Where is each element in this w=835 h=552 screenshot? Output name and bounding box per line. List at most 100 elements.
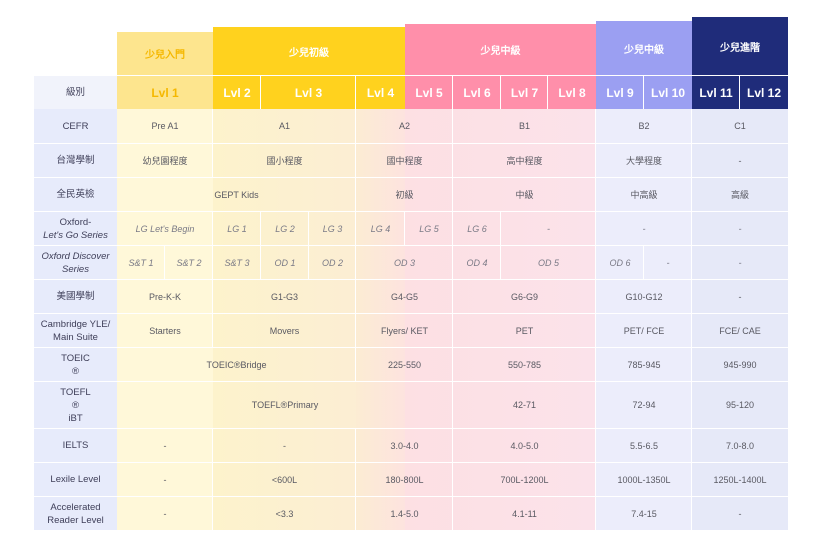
- ar-label-line1: Accelerated: [50, 501, 101, 513]
- taiwan-cell: 國中程度: [386, 156, 423, 166]
- cefr-cell: B2: [638, 121, 650, 131]
- toeic-label-line2: ®: [72, 365, 79, 377]
- row-label-toeic: TOEIC ®: [34, 348, 117, 381]
- cambridge-cell: Starters: [149, 325, 181, 336]
- cambridge-label-line2: Main Suite: [53, 331, 98, 343]
- row-label-taiwan: 台灣學制: [34, 144, 117, 177]
- ar-cell: -: [163, 508, 167, 519]
- cefr-cell: A2: [398, 121, 410, 131]
- level-4: Lvl 4: [356, 76, 405, 109]
- us-cell: -: [738, 291, 742, 302]
- letsgo-cell: LG 2: [275, 223, 295, 234]
- toefl-cell: 95-120: [725, 400, 755, 410]
- letsgo-cell: LG 5: [419, 223, 439, 234]
- level-3: Lvl 3: [261, 76, 356, 109]
- ielts-cell: 4.0-5.0: [510, 440, 539, 451]
- level-1: Lvl 1: [117, 76, 213, 109]
- cambridge-cell: PET: [515, 325, 534, 336]
- cefr-cell: A1: [278, 121, 290, 131]
- us-cell: Pre-K-K: [148, 291, 181, 302]
- toeic-cell: 225-550: [387, 359, 422, 370]
- ar-cell: 7.4-15: [631, 508, 657, 519]
- letsgo-cell: -: [738, 223, 742, 234]
- toeic-label-line1: TOEIC: [61, 352, 90, 364]
- lexile-cell: -: [163, 474, 167, 485]
- taiwan-cell: 幼兒園程度: [142, 156, 188, 166]
- cefr-cell: B1: [518, 121, 530, 131]
- letsgo-cell: LG 3: [322, 223, 343, 234]
- band-kids-elementary: 少兒初級: [213, 27, 405, 75]
- toeic-cell: 550-785: [507, 359, 542, 370]
- us-cell: G4-G5: [390, 291, 418, 302]
- row-label-lexile: Lexile Level: [34, 463, 117, 496]
- toefl-label-line2: ®: [72, 399, 79, 411]
- cambridge-cell: Movers: [269, 325, 300, 336]
- level-header-label: 級別: [34, 76, 117, 109]
- us-cell: G1-G3: [270, 291, 298, 302]
- lexile-cell: 700L-1200L: [500, 474, 549, 485]
- ar-cell: -: [738, 508, 742, 519]
- lexile-cell: 1250L-1400L: [713, 474, 767, 485]
- cambridge-cell: FCE/ CAE: [719, 325, 761, 336]
- row-label-cambridge: Cambridge YLE/ Main Suite: [34, 314, 117, 347]
- band1-column-fill: [117, 109, 213, 530]
- letsgo-cell: LG 1: [227, 223, 247, 234]
- ielts-cell: 7.0-8.0: [725, 440, 755, 451]
- us-cell: G10-G12: [625, 291, 663, 302]
- level-5: Lvl 5: [405, 76, 453, 109]
- taiwan-cell: 高中程度: [506, 156, 543, 166]
- discover-cell: -: [738, 257, 742, 268]
- letsgo-cell: LG Let's Begin: [135, 223, 195, 234]
- ar-label-line2: Reader Level: [47, 514, 104, 526]
- toefl-label-line1: TOEFL: [60, 386, 91, 398]
- taiwan-cell: -: [738, 155, 742, 166]
- level-6: Lvl 6: [453, 76, 501, 109]
- toeic-cell: 785-945: [627, 359, 661, 370]
- band2b-column-fill: [356, 109, 405, 530]
- discover-cell: OD 1: [274, 257, 296, 268]
- gept-cell: 中高級: [630, 190, 658, 200]
- letsgo-cell: -: [547, 223, 550, 234]
- lexile-cell: <600L: [271, 474, 298, 485]
- band-kids-advanced: 少兒進階: [692, 17, 788, 75]
- toefl-cell: 42-71: [512, 400, 537, 410]
- level-10: Lvl 10: [644, 76, 692, 109]
- letsgo-cell: -: [642, 223, 646, 234]
- cambridge-label-line1: Cambridge YLE/: [40, 318, 111, 330]
- us-cell: G6-G9: [510, 291, 538, 302]
- level-8: Lvl 8: [548, 76, 596, 109]
- discover-cell: S&T 2: [176, 257, 202, 268]
- toefl-cell: 72-94: [632, 400, 656, 410]
- row-label-discover: Oxford Discover Series: [34, 246, 117, 279]
- band5-column-fill: [692, 109, 788, 530]
- level-11: Lvl 11: [692, 76, 740, 109]
- cefr-cell: C1: [734, 121, 746, 131]
- level-9: Lvl 9: [596, 76, 644, 109]
- taiwan-cell: 大學程度: [625, 156, 662, 166]
- cambridge-cell: PET/ FCE: [623, 325, 665, 336]
- gept-cell: GEPT Kids: [214, 189, 259, 200]
- letsgo-label-line1: Oxford-: [59, 216, 92, 228]
- discover-cell: S&T 1: [128, 257, 154, 268]
- toefl-label-line3: iBT: [68, 412, 83, 424]
- taiwan-cell: 國小程度: [266, 156, 303, 166]
- gept-cell: 初級: [395, 190, 414, 200]
- discover-label-line2: Series: [62, 263, 89, 275]
- gept-cell: 中級: [515, 190, 534, 200]
- ielts-cell: 3.0-4.0: [390, 440, 419, 451]
- row-label-accelerated-reader: Accelerated Reader Level: [34, 497, 117, 530]
- discover-cell: OD 3: [393, 257, 415, 268]
- level-12: Lvl 12: [740, 76, 788, 109]
- row-label-letsgo: Oxford- Let's Go Series: [34, 212, 117, 245]
- row-label-ielts: IELTS: [34, 429, 117, 462]
- band4-column-fill: [596, 109, 692, 530]
- row-label-toefl: TOEFL ® iBT: [34, 382, 117, 428]
- row-label-us: 美國學制: [34, 280, 117, 313]
- cambridge-cell: Flyers/ KET: [380, 325, 428, 336]
- ielts-cell: -: [163, 440, 167, 451]
- row-label-gept: 全民英檢: [34, 178, 117, 211]
- letsgo-cell: LG 6: [467, 223, 487, 234]
- level-7: Lvl 7: [501, 76, 548, 109]
- discover-cell: OD 4: [466, 257, 488, 268]
- toeic-cell: TOEIC®Bridge: [206, 359, 267, 370]
